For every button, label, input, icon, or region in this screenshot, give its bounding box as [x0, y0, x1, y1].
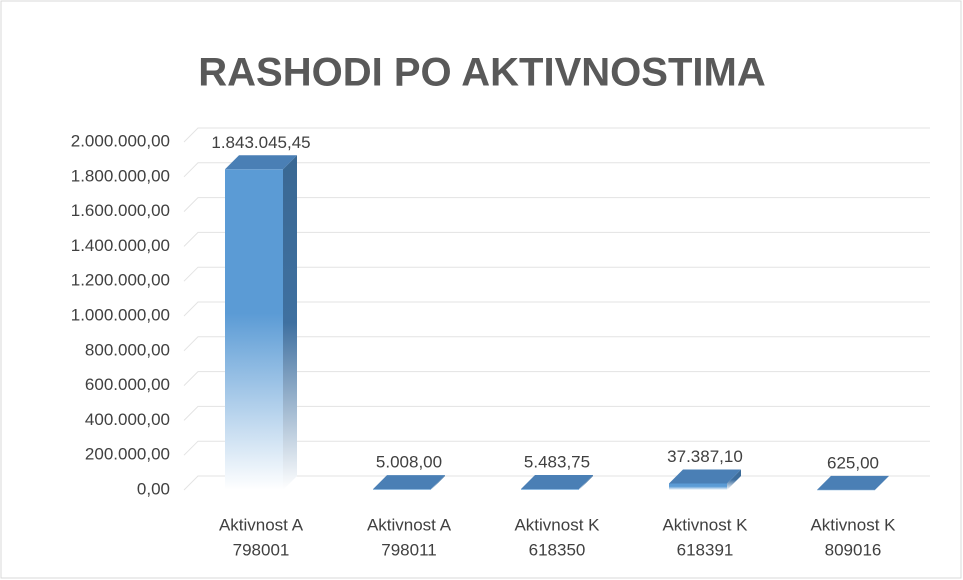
x-tick-label: Aktivnost A: [219, 515, 304, 534]
bar-side: [875, 475, 889, 490]
bar-side: [431, 475, 445, 490]
x-tick-label: Aktivnost K: [514, 515, 600, 534]
bar-side: [579, 475, 593, 490]
bar-front: [373, 489, 431, 490]
grid-line: [183, 440, 930, 456]
bar-top: [373, 475, 445, 490]
y-tick-label: 1.800.000,00: [71, 166, 170, 185]
chart-title: RASHODI PO AKTIVNOSTIMA: [198, 51, 765, 95]
x-tick-label: 618391: [677, 540, 734, 559]
x-tick-label: 809016: [825, 540, 882, 559]
grid-line: [183, 197, 930, 212]
x-tick-label: 798011: [381, 540, 436, 559]
y-tick-label: 2.000.000,00: [71, 131, 170, 150]
grid-line: [183, 231, 930, 247]
y-tick-label: 600.000,00: [85, 375, 170, 394]
grid-line: [183, 371, 930, 386]
x-tick-label: Aktivnost K: [662, 515, 748, 534]
grid-line: [183, 162, 930, 178]
x-tick-label: 618350: [529, 540, 586, 559]
value-label: 5.008,00: [376, 453, 442, 472]
y-tick-label: 1.400.000,00: [71, 236, 170, 255]
bar-top: [225, 155, 297, 170]
grid-line: [183, 127, 930, 143]
y-tick-label: 1.000.000,00: [71, 305, 170, 324]
grid-line: [183, 301, 930, 317]
grid-line: [183, 336, 930, 352]
y-tick-label: 400.000,00: [85, 410, 170, 429]
value-label: 625,00: [827, 453, 879, 472]
bar-front: [521, 489, 579, 490]
value-label: 1.843.045,45: [211, 133, 310, 152]
y-tick-label: 200.000,00: [85, 445, 170, 464]
y-tick-label: 1.200.000,00: [71, 271, 170, 290]
bar-side: [727, 469, 741, 490]
bar-front: [225, 169, 283, 490]
bar-top: [669, 469, 741, 484]
x-tick-label: Aktivnost A: [367, 515, 452, 534]
bar-top: [817, 475, 889, 490]
grid-line: [183, 266, 930, 282]
y-tick-label: 800.000,00: [85, 340, 170, 359]
x-tick-label: Aktivnost K: [810, 515, 896, 534]
value-label: 37.387,10: [667, 447, 743, 466]
bar-side: [283, 155, 297, 490]
y-tick-label: 0,00: [137, 479, 170, 498]
x-tick-label: 798001: [233, 540, 290, 559]
bar-front: [669, 483, 727, 490]
y-tick-label: 1.600.000,00: [71, 201, 170, 220]
grid-line: [183, 405, 930, 421]
bar-front: [817, 489, 875, 491]
bar-top: [521, 475, 593, 490]
value-label: 5.483,75: [524, 453, 590, 472]
